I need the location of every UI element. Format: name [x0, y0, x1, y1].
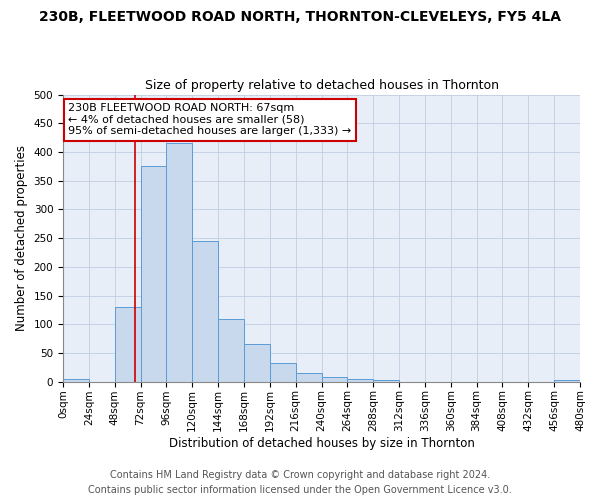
Bar: [347, 379, 373, 382]
Bar: [373, 380, 399, 382]
Bar: [192, 241, 218, 382]
Bar: [166, 144, 192, 382]
Text: 230B FLEETWOOD ROAD NORTH: 67sqm
← 4% of detached houses are smaller (58)
95% of: 230B FLEETWOOD ROAD NORTH: 67sqm ← 4% of…: [68, 103, 352, 136]
Title: Size of property relative to detached houses in Thornton: Size of property relative to detached ho…: [145, 79, 499, 92]
Bar: [115, 307, 140, 382]
Bar: [63, 379, 89, 382]
Bar: [322, 377, 347, 382]
Text: 230B, FLEETWOOD ROAD NORTH, THORNTON-CLEVELEYS, FY5 4LA: 230B, FLEETWOOD ROAD NORTH, THORNTON-CLE…: [39, 10, 561, 24]
Bar: [218, 318, 244, 382]
Text: Contains HM Land Registry data © Crown copyright and database right 2024.: Contains HM Land Registry data © Crown c…: [110, 470, 490, 480]
Bar: [140, 166, 166, 382]
X-axis label: Distribution of detached houses by size in Thornton: Distribution of detached houses by size …: [169, 437, 475, 450]
Y-axis label: Number of detached properties: Number of detached properties: [15, 145, 28, 331]
Bar: [270, 362, 296, 382]
Bar: [554, 380, 580, 382]
Text: Contains public sector information licensed under the Open Government Licence v3: Contains public sector information licen…: [88, 485, 512, 495]
Bar: [296, 373, 322, 382]
Bar: [244, 344, 270, 382]
